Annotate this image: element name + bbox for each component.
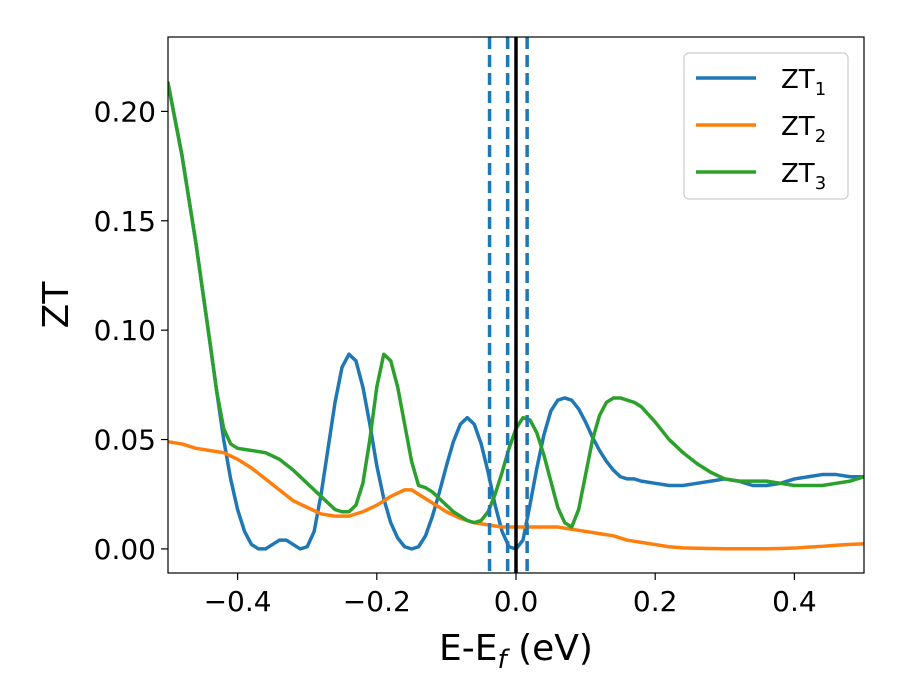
y-tick-label: 0.20 <box>94 95 156 128</box>
legend-label-sub: 2 <box>815 126 826 147</box>
x-tick-label: 0.2 <box>633 585 678 618</box>
plot-layer <box>168 37 864 573</box>
y-tick-label: 0.05 <box>94 424 156 457</box>
legend-label-sub: 1 <box>815 79 826 100</box>
legend-box <box>683 52 849 200</box>
x-axis-label-tail: (eV) <box>507 628 593 669</box>
legend-label-2: ZT2 <box>781 112 826 147</box>
x-tick-label: −0.2 <box>343 585 411 618</box>
y-tick-label: 0.00 <box>94 533 156 566</box>
x-tick-label: 0.0 <box>494 585 539 618</box>
y-axis-label: ZT <box>36 281 77 329</box>
legend-label-main: ZT <box>781 112 815 142</box>
y-tick-label: 0.15 <box>94 205 156 238</box>
x-axis-label: E-Ef (eV) <box>439 628 593 675</box>
y-tick-label: 0.10 <box>94 314 156 347</box>
legend-label-3: ZT3 <box>781 159 826 194</box>
legend-label-1: ZT1 <box>781 65 826 100</box>
legend-label-main: ZT <box>781 159 815 189</box>
x-axis-label-main: E-E <box>439 628 497 669</box>
legend-label-main: ZT <box>781 65 815 95</box>
x-tick-label: 0.4 <box>772 585 817 618</box>
series-line-1 <box>168 81 864 551</box>
x-tick-label: −0.4 <box>204 585 272 618</box>
series-line-3 <box>168 81 864 529</box>
legend-label-sub: 3 <box>815 173 826 194</box>
